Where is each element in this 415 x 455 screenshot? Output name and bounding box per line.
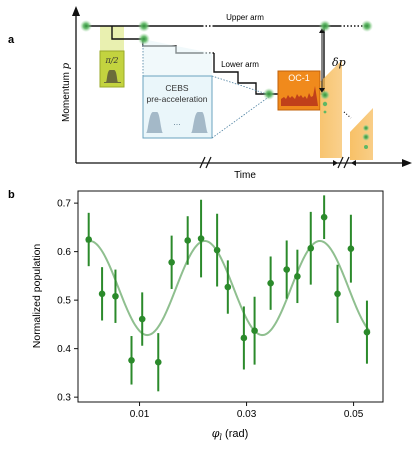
y-tick-label: 0.7 — [57, 199, 71, 210]
panel-b-xlabel: φl (rad) — [212, 427, 249, 442]
panel-a-ylabel: Momentum p — [61, 62, 72, 122]
data-point — [251, 327, 258, 334]
data-point — [294, 273, 301, 280]
y-tick-label: 0.5 — [57, 296, 71, 307]
time-span-arrow-left — [351, 160, 356, 166]
band-1 — [320, 60, 342, 158]
band-2 — [350, 108, 373, 160]
data-point — [347, 245, 355, 253]
data-point — [138, 315, 146, 323]
data-point — [128, 356, 135, 364]
data-point — [283, 266, 290, 273]
atom — [322, 101, 328, 107]
panel-a-label: a — [8, 34, 15, 46]
data-point — [85, 236, 93, 243]
data-point — [224, 283, 232, 291]
atom — [320, 90, 330, 100]
x-tick-label: 0.03 — [237, 409, 257, 420]
atom — [138, 20, 150, 32]
atom — [323, 110, 327, 114]
y-ticks: 0.3 0.4 0.5 0.6 0.7 — [57, 199, 78, 404]
y-tick-label: 0.6 — [57, 247, 71, 258]
panel-a-xlabel: Time — [234, 170, 256, 181]
cebs-projection — [143, 39, 212, 76]
plot-frame — [77, 190, 384, 403]
data-point — [267, 279, 274, 287]
axis-break-1b — [205, 156, 212, 169]
panel-a-axes — [72, 6, 412, 169]
data-point — [168, 259, 175, 266]
atom — [362, 124, 370, 132]
data-point — [363, 328, 371, 336]
axis-break-2 — [337, 156, 344, 169]
data-point — [184, 237, 191, 244]
cebs-title: CEBS — [165, 83, 188, 93]
axis-break-1 — [199, 156, 206, 169]
band-dots — [343, 111, 352, 119]
cebs-dots: ... — [173, 117, 181, 127]
atoms — [80, 20, 373, 149]
panel-b: b 0.3 0.4 0.5 0.6 0.7 0.01 0.03 0.05 Normalize… — [8, 189, 384, 442]
lower-arm-label: Lower arm — [221, 60, 259, 69]
momentum-bands — [320, 60, 373, 160]
panel-a-x-arrow — [402, 159, 412, 167]
panel-a: a Momentum p Time π/2 — [8, 6, 412, 181]
upper-arm-label: Upper arm — [226, 13, 264, 22]
data-point — [98, 290, 106, 298]
cebs-box: CEBS pre-acceleration ... — [142, 39, 271, 139]
cebs-pulse-1 — [146, 112, 163, 133]
panel-b-ylabel: Normalized population — [31, 244, 43, 349]
atom — [80, 20, 92, 32]
cebs-subtitle: pre-acceleration — [147, 94, 208, 104]
atom — [138, 33, 150, 45]
pi2-label: π/2 — [104, 56, 118, 65]
y-tick-label: 0.3 — [57, 393, 71, 404]
atom — [364, 145, 368, 149]
delta-p-arrow-bottom — [319, 88, 325, 93]
x-ticks: 0.01 0.03 0.05 — [130, 402, 364, 420]
pi2-pulse-shape — [104, 70, 121, 83]
oc1-label: OC-1 — [288, 73, 310, 83]
data-point — [240, 334, 248, 342]
data-point — [320, 213, 328, 221]
data-point — [154, 358, 162, 366]
x-tick-label: 0.01 — [130, 409, 150, 420]
cebs-proj-line-2 — [211, 75, 271, 96]
delta-p-label: δp — [332, 56, 346, 69]
data-point — [307, 244, 315, 252]
panel-a-y-arrow — [72, 6, 80, 16]
panel-b-label: b — [8, 189, 15, 201]
data-point — [213, 246, 221, 254]
atom — [361, 20, 373, 32]
y-tick-label: 0.4 — [57, 344, 71, 355]
oc1-box: OC-1 — [277, 70, 321, 111]
data-point — [197, 235, 205, 242]
time-span-arrow-right — [333, 160, 338, 166]
atom — [319, 20, 331, 32]
cebs-pulse-2 — [191, 112, 208, 133]
atom — [362, 133, 370, 141]
atom — [263, 88, 275, 100]
axis-break-2b — [343, 156, 350, 169]
data-points — [85, 195, 371, 392]
data-point — [334, 290, 341, 298]
cebs-proj-line-3 — [211, 95, 271, 139]
oc1-spectrum — [281, 86, 318, 106]
data-point — [112, 292, 119, 300]
x-tick-label: 0.05 — [344, 409, 364, 420]
